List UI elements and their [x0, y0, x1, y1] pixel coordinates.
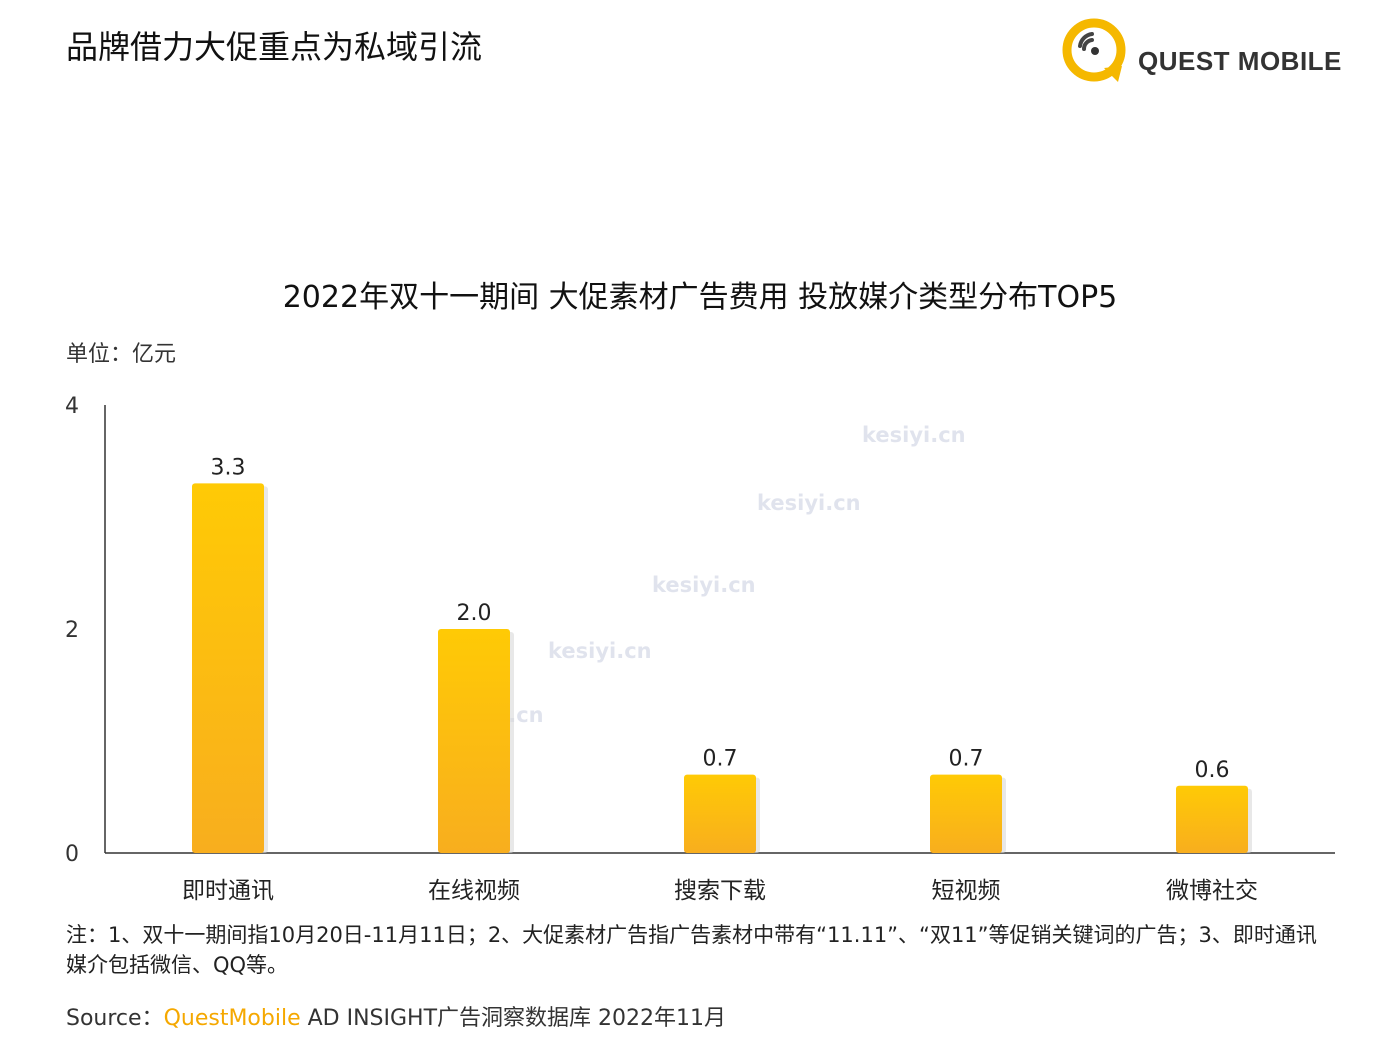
bar-value-label: 0.7 — [949, 747, 984, 772]
page-title: 品牌借力大促重点为私域引流 — [66, 28, 483, 66]
bar-value-label: 3.3 — [211, 455, 246, 480]
watermark-text: kesiyi.cn — [652, 573, 756, 597]
source-brand: QuestMobile — [163, 1006, 301, 1031]
x-category-label: 即时通讯 — [182, 878, 274, 904]
bar — [1176, 785, 1248, 853]
watermark-text: kesiyi.cn — [757, 491, 861, 515]
watermark-text: kesiyi.cn — [862, 423, 966, 447]
x-category-label: 搜索下载 — [674, 878, 766, 904]
bar-value-label: 0.6 — [1195, 758, 1230, 783]
bar — [684, 774, 756, 853]
questmobile-logo-icon — [1062, 18, 1126, 82]
chart-bars: 3.3 即时通讯 2.0 在线视频 0.7 搜索下载 0.7 短视频 0.6 微博社交 — [182, 455, 1258, 904]
bar — [438, 629, 510, 853]
unit-label: 单位：亿元 — [66, 342, 177, 367]
watermark-layer: kesiyi.cnkesiyi.cnkesiyi.cnkesiyi.cnkesi… — [440, 423, 966, 727]
source-line: Source：QuestMobile AD INSIGHT广告洞察数据库 202… — [66, 1000, 726, 1032]
bar-value-label: 2.0 — [457, 601, 492, 626]
source-prefix: Source： — [66, 1006, 164, 1031]
bar — [930, 774, 1002, 853]
x-category-label: 微博社交 — [1166, 878, 1258, 904]
x-category-label: 在线视频 — [428, 878, 520, 904]
bar-value-label: 0.7 — [703, 747, 738, 772]
chart-title: 2022年双十一期间 大促素材广告费用 投放媒介类型分布TOP5 — [282, 280, 1118, 315]
questmobile-logo: QUEST MOBILE — [1060, 16, 1350, 86]
watermark-text: kesiyi.cn — [548, 639, 652, 663]
y-tick-label: 0 — [65, 842, 79, 867]
bar — [192, 483, 264, 853]
y-tick-label: 4 — [65, 394, 79, 419]
source-detail: AD INSIGHT广告洞察数据库 2022年11月 — [300, 1006, 727, 1031]
logo-text: QUEST MOBILE — [1138, 46, 1342, 76]
y-tick-label: 2 — [65, 618, 79, 643]
x-category-label: 短视频 — [932, 878, 1001, 904]
footnote: 注：1、双十一期间指10月20日-11月11日；2、大促素材广告指广告素材中带有… — [66, 923, 1317, 977]
